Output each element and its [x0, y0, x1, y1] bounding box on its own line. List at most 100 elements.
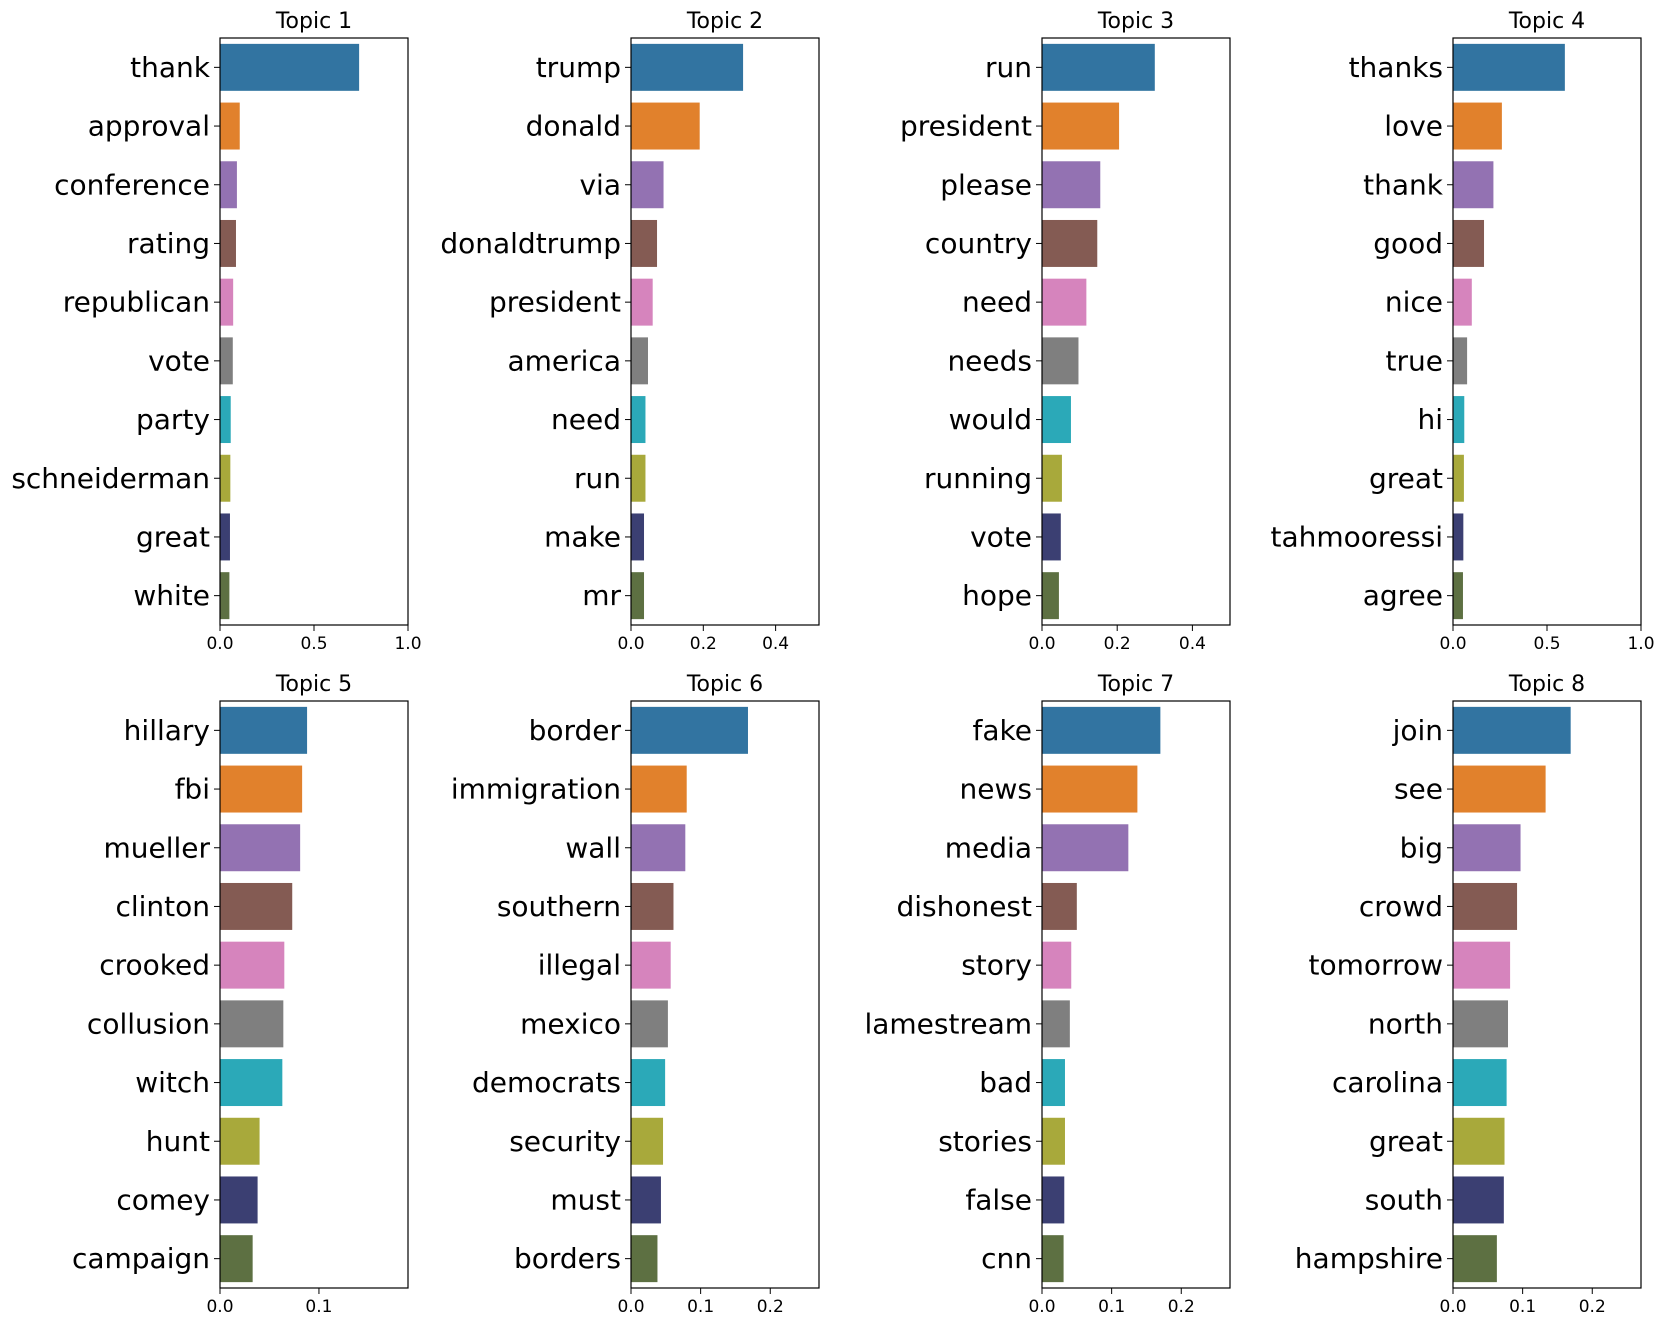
topic-4-label-hi: hi — [1417, 403, 1443, 436]
topic-4-bar-hi — [1453, 396, 1465, 444]
topic-4-bar-great — [1453, 454, 1464, 502]
topic-6-bar-must — [631, 1176, 661, 1224]
topic-7-bar-bad — [1042, 1059, 1065, 1107]
topic-1-label-white: white — [133, 579, 210, 612]
topic-8-label-join: join — [1392, 714, 1443, 747]
topic-3-label-vote: vote — [970, 520, 1032, 553]
topic-8-bar-crowd — [1453, 882, 1518, 930]
topic-1-label-rating: rating — [127, 227, 210, 260]
topic-5-bar-clinton — [220, 882, 293, 930]
topic-5-label-fbi: fbi — [175, 773, 210, 806]
topic-5-xtick-label: 0.0 — [206, 1297, 233, 1317]
topic-5-bar-collusion — [220, 1000, 284, 1048]
topic-7-bar-dishonest — [1042, 882, 1077, 930]
topic-3-bar-need — [1042, 278, 1087, 326]
topic-6-xtick-label: 0.1 — [687, 1297, 714, 1317]
topic-4-bar-thanks — [1453, 43, 1565, 91]
topic-2-bar-president — [631, 278, 653, 326]
topic-3-title: Topic 3 — [1097, 9, 1174, 34]
topic-8-bar-great — [1453, 1117, 1505, 1165]
topic-1-xtick-label: 1.0 — [394, 634, 421, 654]
topic-5-title: Topic 5 — [275, 672, 352, 697]
topic-3-xtick-label: 0.0 — [1028, 634, 1055, 654]
topic-5-label-hunt: hunt — [146, 1125, 210, 1158]
topic-3-label-running: running — [924, 462, 1032, 495]
topic-7-bar-media — [1042, 824, 1129, 872]
topic-8-bar-north — [1453, 1000, 1509, 1048]
topic-6-bar-southern — [631, 882, 674, 930]
topic-4-bar-love — [1453, 102, 1502, 150]
topic-7-bar-cnn — [1042, 1235, 1064, 1283]
topic-6-title: Topic 6 — [686, 672, 763, 697]
topic-2-bar-run — [631, 454, 646, 502]
topic-5-label-witch: witch — [135, 1066, 210, 1099]
topic-6-label-immigration: immigration — [451, 773, 621, 806]
topic-2-bar-via — [631, 161, 664, 209]
topic-2-bar-trump — [631, 43, 744, 91]
topic-5-axes-frame — [219, 700, 409, 1289]
topic-2-label-make: make — [544, 520, 621, 553]
topic-5-bar-fbi — [220, 765, 303, 813]
topic-7-bar-stories — [1042, 1117, 1065, 1165]
topic-2-label-run: run — [574, 462, 621, 495]
topic-8-bar-big — [1453, 824, 1521, 872]
topic-1-panel: Topic 1 thank approval conference rating repu… — [11, 9, 421, 654]
topic-5-bar-hillary — [220, 706, 308, 754]
topic-3-label-need: need — [962, 286, 1032, 319]
topic-1-label-party: party — [136, 403, 210, 436]
topic-7-bar-fake — [1042, 706, 1161, 754]
topic-6-label-must: must — [550, 1183, 621, 1216]
topic-7-xtick-label: 0.1 — [1098, 1297, 1125, 1317]
topic-8-panel: Topic 8 join see big crowd tomorrow north carol… — [1295, 672, 1642, 1317]
topic-5-label-hillary: hillary — [124, 714, 210, 747]
topic-2-xtick-label: 0.0 — [617, 634, 644, 654]
topic-4-panel: Topic 4 thanks love thank good nice true hi grea… — [1271, 9, 1655, 654]
topic-5-label-crooked: crooked — [99, 949, 210, 982]
topic-5-bar-hunt — [220, 1117, 260, 1165]
topic-6-bar-borders — [631, 1235, 658, 1283]
topic-3-label-president: president — [900, 110, 1032, 143]
topic-6-label-southern: southern — [497, 890, 621, 923]
topic-6-xtick-label: 0.2 — [757, 1297, 784, 1317]
topic-8-label-big: big — [1400, 831, 1443, 864]
topic-7-label-media: media — [945, 831, 1032, 864]
topic-3-bar-run — [1042, 43, 1155, 91]
topic-7-label-news: news — [960, 773, 1032, 806]
topic-4-label-great: great — [1369, 462, 1443, 495]
topic-3-bar-hope — [1042, 572, 1059, 620]
topic-5-bar-crooked — [220, 941, 285, 989]
topic-8-bar-hampshire — [1453, 1235, 1497, 1283]
topic-6-label-security: security — [509, 1125, 621, 1158]
topic-8-bar-carolina — [1453, 1059, 1507, 1107]
topic-6-label-illegal: illegal — [538, 949, 621, 982]
topic-3-label-please: please — [940, 168, 1032, 201]
topic-3-bar-vote — [1042, 513, 1061, 561]
topic-7-bar-news — [1042, 765, 1138, 813]
topic-7-panel: Topic 7 fake news media dishonest story lamest… — [864, 672, 1231, 1317]
topic-4-label-true: true — [1386, 344, 1443, 377]
topic-8-label-crowd: crowd — [1359, 890, 1443, 923]
topic-5-bar-mueller — [220, 824, 301, 872]
topic-2-xtick-label: 0.2 — [690, 634, 717, 654]
topic-1-bar-approval — [220, 102, 240, 150]
topic-5-label-clinton: clinton — [115, 890, 210, 923]
topic-2-bar-mr — [631, 572, 645, 620]
topic-1-label-vote: vote — [148, 344, 210, 377]
topic-4-xtick-label: 0.5 — [1533, 634, 1560, 654]
topic-6-bar-border — [631, 706, 748, 754]
topic-1-label-approval: approval — [88, 110, 210, 143]
topic-6-bar-immigration — [631, 765, 687, 813]
topic-2-label-america: america — [507, 344, 621, 377]
topic-1-label-thank: thank — [130, 51, 211, 84]
topic-1-xtick-label: 0.5 — [300, 634, 327, 654]
topic-7-bar-lamestream — [1042, 1000, 1070, 1048]
topic-1-label-schneiderman: schneiderman — [11, 462, 210, 495]
topic-3-label-run: run — [985, 51, 1032, 84]
topic-1-bar-party — [220, 396, 231, 444]
topic-7-xtick-label: 0.2 — [1168, 1297, 1195, 1317]
topic-8-label-great: great — [1369, 1125, 1443, 1158]
topic-6-bar-wall — [631, 824, 686, 872]
topic-8-xtick-label: 0.1 — [1509, 1297, 1536, 1317]
topic-3-panel: Topic 3 run president please country need need… — [900, 9, 1231, 654]
topic-6-label-mexico: mexico — [520, 1007, 621, 1040]
